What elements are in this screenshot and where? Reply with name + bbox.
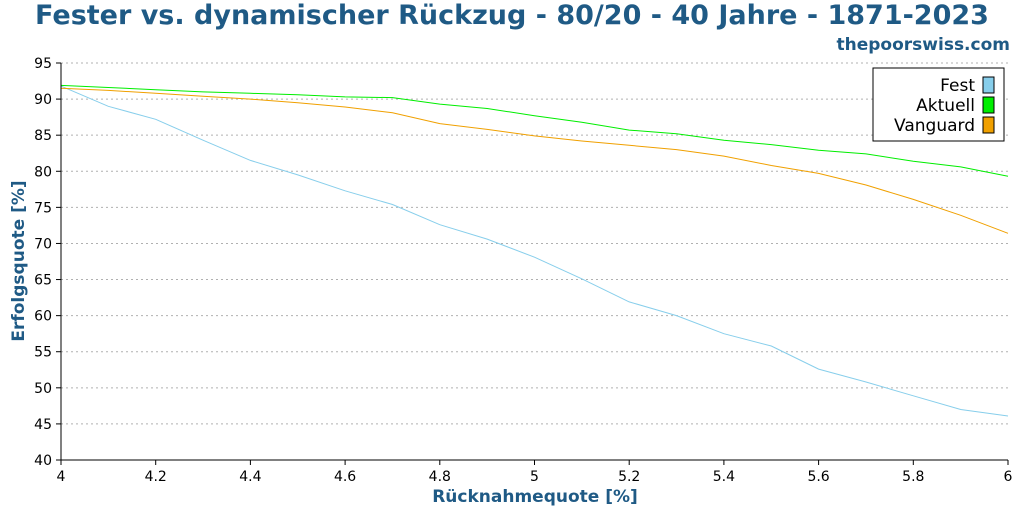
legend-label-fest: Fest — [940, 76, 975, 96]
legend-label-aktuell: Aktuell — [916, 96, 975, 116]
y-tick-label: 80 — [34, 164, 52, 180]
y-tick-label: 65 — [34, 273, 52, 289]
legend-swatch-fest — [982, 76, 995, 94]
y-tick-label: 45 — [34, 417, 52, 433]
legend-swatch-vanguard — [982, 116, 995, 134]
legend-box — [872, 67, 1005, 142]
x-tick-label: 5.8 — [902, 469, 924, 485]
x-tick-label: 4.2 — [145, 469, 167, 485]
x-tick-label: 4.4 — [239, 469, 261, 485]
series-line-fest — [60, 85, 1009, 417]
y-tick-label: 50 — [34, 381, 52, 397]
y-tick-label: 55 — [34, 345, 52, 361]
x-tick-label: 5.6 — [807, 469, 829, 485]
axes: 40 45 50 55 60 65 70 75 80 85 90 95 4 4.2 4.4 4.6 4.8 5 5.… — [34, 56, 1012, 485]
x-tick-label: 4 — [57, 469, 66, 485]
series-line-vanguard — [60, 87, 1009, 234]
x-axis-label: Rücknahmequote [%] — [432, 487, 638, 507]
y-tick-label: 85 — [34, 128, 52, 144]
y-tick-label: 40 — [34, 453, 52, 469]
x-tick-label: 6 — [1004, 469, 1013, 485]
chart-subtitle: thepoorswiss.com — [836, 35, 1011, 55]
y-axis-label: Erfolgsquote [%] — [9, 180, 29, 341]
chart-title: Fester vs. dynamischer Rückzug - 80/20 -… — [35, 0, 989, 31]
x-tick-label: 5 — [530, 469, 539, 485]
y-tick-label: 95 — [34, 56, 52, 72]
x-tick-label: 5.2 — [618, 469, 640, 485]
legend-label-vanguard: Vanguard — [894, 116, 975, 136]
y-tick-label: 75 — [34, 200, 52, 216]
grid-lines — [61, 62, 1008, 425]
x-tick-label: 4.6 — [334, 469, 356, 485]
y-tick-label: 70 — [34, 236, 52, 252]
series-line-aktuell — [60, 84, 1009, 177]
x-tick-label: 4.8 — [429, 469, 451, 485]
series-lines — [60, 84, 1009, 417]
y-tick-label: 90 — [34, 92, 52, 108]
legend-swatch-aktuell — [982, 96, 995, 114]
y-tick-label: 60 — [34, 309, 52, 325]
x-tick-label: 5.4 — [713, 469, 735, 485]
